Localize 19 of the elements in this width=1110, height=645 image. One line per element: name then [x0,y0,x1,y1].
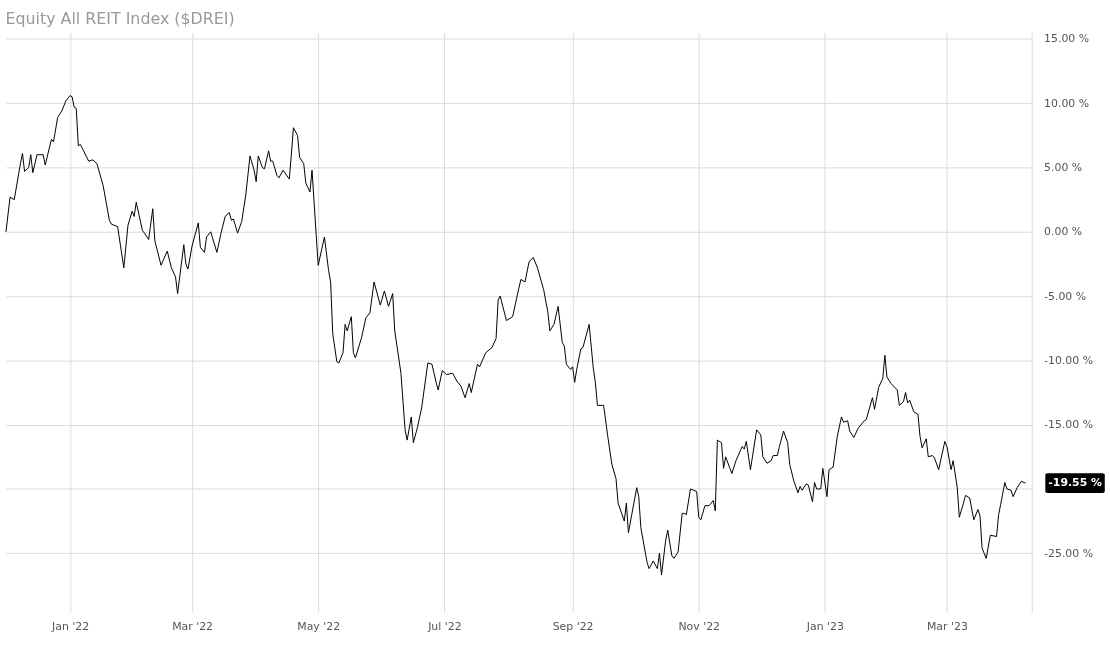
chart-title: Equity All REIT Index ($DREI) [5,8,235,28]
y-tick-label: 5.00 % [1044,161,1083,175]
x-tick-label: Nov '22 [678,619,721,633]
y-tick-label: 10.00 % [1044,96,1090,110]
x-tick-label: Mar '22 [172,619,214,633]
x-tick-label: Jan '23 [805,619,845,633]
x-tick-label: May '22 [297,619,341,633]
x-tick-label: Jul '22 [427,619,462,633]
y-tick-label: -5.00 % [1044,289,1087,303]
x-tick-label: Sep '22 [552,619,594,633]
x-tick-label: Jan '22 [51,619,90,633]
y-tick-label: -15.00 % [1044,418,1094,432]
line-series [5,95,1026,576]
y-tick-label: 15.00 % [1044,32,1090,46]
annotation: -19.55 % [1048,476,1103,490]
y-tick-label: -10.00 % [1044,353,1094,367]
x-tick-label: Mar '23 [926,619,968,633]
y-tick-label: -25.00 % [1044,546,1094,560]
y-tick-label: 0.00 % [1044,225,1083,239]
